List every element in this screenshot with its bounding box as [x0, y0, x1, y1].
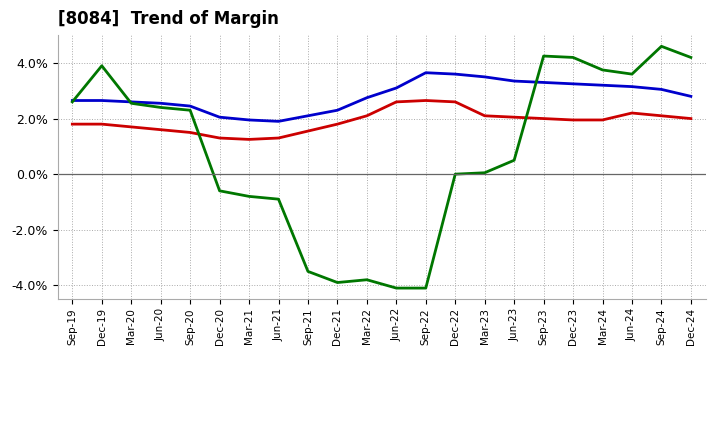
Ordinary Income — [628, 84, 636, 89]
Net Income — [274, 136, 283, 141]
Line: Ordinary Income: Ordinary Income — [72, 73, 691, 121]
Ordinary Income — [127, 99, 135, 105]
Operating Cashflow — [451, 172, 459, 177]
Operating Cashflow — [333, 280, 342, 285]
Ordinary Income — [392, 85, 400, 91]
Net Income — [245, 137, 253, 142]
Ordinary Income — [657, 87, 666, 92]
Operating Cashflow — [569, 55, 577, 60]
Ordinary Income — [215, 114, 224, 120]
Operating Cashflow — [539, 53, 548, 59]
Operating Cashflow — [687, 55, 696, 60]
Line: Operating Cashflow: Operating Cashflow — [72, 46, 691, 288]
Net Income — [127, 124, 135, 129]
Net Income — [451, 99, 459, 105]
Ordinary Income — [304, 113, 312, 118]
Text: [8084]  Trend of Margin: [8084] Trend of Margin — [58, 10, 279, 28]
Ordinary Income — [687, 94, 696, 99]
Net Income — [687, 116, 696, 121]
Operating Cashflow — [657, 44, 666, 49]
Net Income — [68, 121, 76, 127]
Ordinary Income — [569, 81, 577, 87]
Net Income — [156, 127, 165, 132]
Operating Cashflow — [274, 197, 283, 202]
Operating Cashflow — [186, 108, 194, 113]
Net Income — [333, 121, 342, 127]
Operating Cashflow — [304, 269, 312, 274]
Ordinary Income — [186, 103, 194, 109]
Operating Cashflow — [68, 99, 76, 105]
Operating Cashflow — [156, 105, 165, 110]
Net Income — [363, 113, 372, 118]
Operating Cashflow — [363, 277, 372, 282]
Net Income — [628, 110, 636, 116]
Operating Cashflow — [392, 286, 400, 291]
Ordinary Income — [421, 70, 430, 75]
Ordinary Income — [274, 119, 283, 124]
Operating Cashflow — [215, 188, 224, 194]
Ordinary Income — [68, 98, 76, 103]
Ordinary Income — [156, 101, 165, 106]
Net Income — [186, 130, 194, 135]
Net Income — [598, 117, 607, 123]
Operating Cashflow — [598, 67, 607, 73]
Operating Cashflow — [480, 170, 489, 176]
Net Income — [392, 99, 400, 105]
Ordinary Income — [97, 98, 106, 103]
Ordinary Income — [598, 83, 607, 88]
Ordinary Income — [333, 108, 342, 113]
Net Income — [421, 98, 430, 103]
Net Income — [97, 121, 106, 127]
Line: Net Income: Net Income — [72, 100, 691, 139]
Ordinary Income — [245, 117, 253, 123]
Operating Cashflow — [510, 158, 518, 163]
Operating Cashflow — [245, 194, 253, 199]
Ordinary Income — [539, 80, 548, 85]
Net Income — [569, 117, 577, 123]
Operating Cashflow — [628, 71, 636, 77]
Net Income — [215, 136, 224, 141]
Operating Cashflow — [97, 63, 106, 68]
Ordinary Income — [451, 71, 459, 77]
Ordinary Income — [480, 74, 489, 80]
Ordinary Income — [510, 78, 518, 84]
Net Income — [510, 114, 518, 120]
Net Income — [657, 113, 666, 118]
Operating Cashflow — [421, 286, 430, 291]
Ordinary Income — [363, 95, 372, 100]
Net Income — [539, 116, 548, 121]
Net Income — [480, 113, 489, 118]
Net Income — [304, 128, 312, 134]
Operating Cashflow — [127, 101, 135, 106]
